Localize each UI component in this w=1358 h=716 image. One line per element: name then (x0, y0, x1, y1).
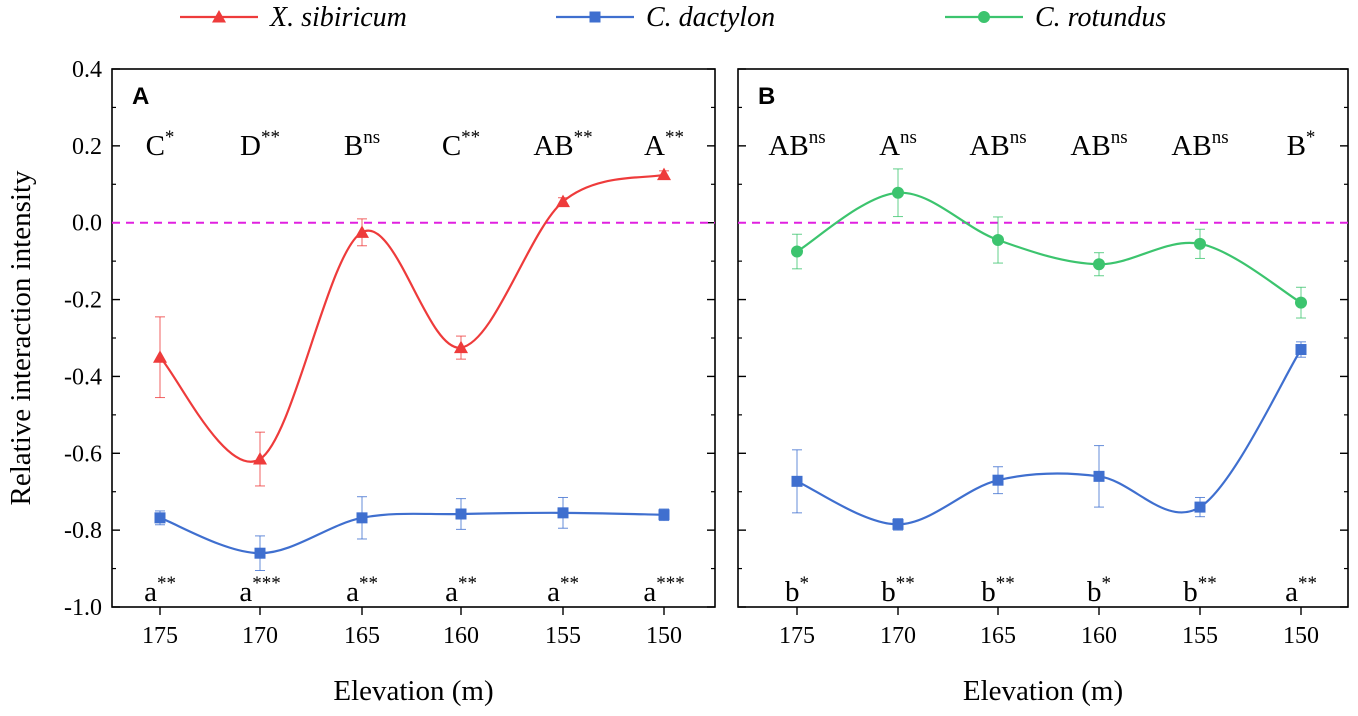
significance-bottom: a** (1285, 573, 1317, 608)
data-point (657, 167, 671, 181)
legend-label: X. sibiricum (269, 2, 407, 33)
significance-bottom: b* (785, 573, 809, 608)
x-tick-label: 170 (242, 623, 278, 649)
data-point (153, 350, 167, 363)
data-point (1093, 470, 1105, 482)
data-point (254, 547, 266, 559)
significance-top: B* (1287, 127, 1316, 162)
significance-top: C** (442, 127, 480, 162)
significance-bottom: a** (445, 573, 477, 608)
data-point (253, 452, 267, 465)
series-line (159, 173, 665, 463)
significance-top: ABns (768, 127, 825, 162)
y-tick-label: 0.0 (72, 211, 102, 237)
data-point (454, 340, 468, 354)
y-tick-label: -1.0 (64, 595, 102, 621)
significance-bottom: a** (547, 573, 579, 608)
legend-item: C. dactylon (556, 2, 775, 33)
legend-item: C. rotundus (945, 2, 1166, 33)
x-tick-label: 155 (1182, 623, 1218, 649)
data-point (992, 234, 1004, 247)
x-tick-label: 150 (646, 623, 682, 649)
data-point (992, 474, 1004, 486)
significance-bottom: a** (346, 573, 378, 608)
significance-top: C* (146, 127, 175, 162)
significance-top: D** (240, 127, 280, 162)
data-point (658, 509, 670, 521)
significance-bottom: a*** (643, 573, 684, 608)
y-tick-label: 0.4 (72, 57, 102, 83)
significance-top: ABns (1070, 127, 1127, 162)
significance-bottom: a*** (239, 573, 280, 608)
data-point (1194, 237, 1206, 250)
data-point (1295, 344, 1307, 356)
data-point (1194, 501, 1206, 513)
series-x--sibiricum (153, 167, 671, 487)
panel-a: -1.0 -0.8 -0.6 -0.4 -0.2 0.0 0.2 0.4 175 170 165 16… (64, 57, 716, 707)
data-point (892, 518, 904, 530)
series-c--rotundus (791, 168, 1307, 319)
data-point (356, 512, 368, 524)
significance-bottom: b** (981, 573, 1015, 608)
panel-label: B (758, 83, 775, 110)
y-tick-label: 0.2 (72, 134, 102, 160)
legend-marker (212, 10, 226, 23)
data-point (355, 225, 369, 238)
legend: X. sibiricum C. dactylon C. rotundus (180, 2, 1166, 33)
y-axis-label: Relative interaction intensity (5, 170, 37, 506)
series-c--dactylon (791, 341, 1307, 531)
data-point (154, 512, 166, 524)
x-tick-label: 150 (1283, 623, 1319, 649)
significance-top: Bns (344, 127, 380, 162)
y-tick-label: -0.4 (64, 364, 102, 390)
y-tick-label: -0.6 (64, 441, 102, 467)
significance-bottom: b* (1087, 573, 1111, 608)
significance-top: Ans (879, 127, 917, 162)
y-tick-label: -0.2 (64, 288, 102, 314)
x-axis-label: Elevation (m) (963, 675, 1123, 707)
y-axis-label-group: Relative interaction intensity (5, 170, 37, 506)
data-point (791, 245, 803, 258)
significance-top: A** (644, 127, 684, 162)
x-tick-label: 160 (1081, 623, 1117, 649)
series-c--dactylon (154, 496, 670, 571)
x-tick-label: 170 (880, 623, 916, 649)
significance-top: AB** (533, 127, 592, 162)
data-point (791, 475, 803, 487)
legend-label: C. dactylon (646, 2, 775, 33)
y-tick-label: -0.8 (64, 518, 102, 544)
data-point (557, 507, 569, 519)
data-point (556, 194, 570, 208)
panel-label: A (132, 83, 149, 110)
legend-marker (589, 11, 601, 23)
x-axis-label: Elevation (m) (333, 675, 493, 707)
series-line (159, 511, 665, 555)
x-tick-label: 175 (142, 623, 178, 649)
data-point (1295, 296, 1307, 309)
x-tick-label: 165 (980, 623, 1016, 649)
series-line (796, 191, 1302, 304)
x-tick-label: 175 (779, 623, 815, 649)
x-tick-label: 165 (344, 623, 380, 649)
significance-bottom: b** (881, 573, 915, 608)
x-tick-label: 160 (443, 623, 479, 649)
series-line (796, 348, 1302, 526)
panel-b: 175 170 165 160 155 150 Elevation (m) B ABns Ans A… (737, 68, 1349, 707)
x-tick-label: 155 (545, 623, 581, 649)
significance-bottom: b** (1183, 573, 1217, 608)
plot-frame (111, 68, 716, 608)
legend-item: X. sibiricum (180, 2, 407, 33)
significance-top: ABns (969, 127, 1026, 162)
data-point (1093, 258, 1105, 271)
data-point (455, 508, 467, 520)
legend-label: C. rotundus (1035, 2, 1166, 33)
legend-marker (978, 11, 990, 23)
significance-top: ABns (1171, 127, 1228, 162)
plot-frame (737, 68, 1349, 608)
data-point (892, 186, 904, 199)
significance-bottom: a** (144, 573, 176, 608)
